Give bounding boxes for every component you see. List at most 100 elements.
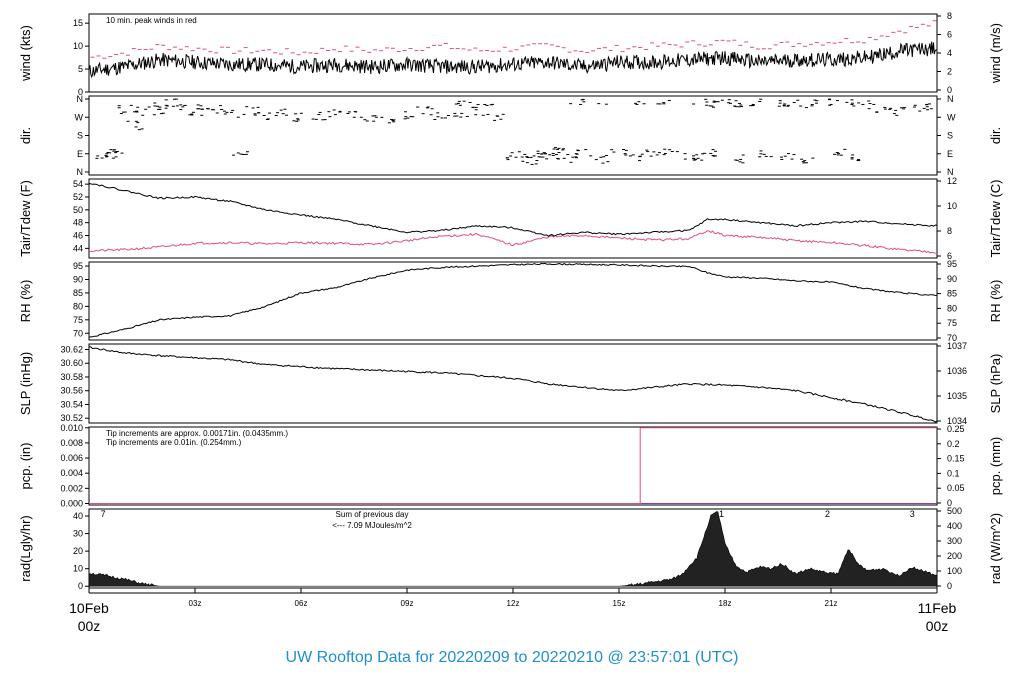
rh-ylabel: RH (%) — [18, 280, 33, 323]
precip-note-coarse: Tip increments are 0.01in. (0.254mm.) — [106, 438, 242, 447]
temperature-ytick-right-label: 10 — [947, 201, 957, 211]
pressure-ytick-label: 30.60 — [60, 358, 83, 368]
precip-ytick-right-label: 0.1 — [947, 468, 960, 478]
dir-ytick-right-label: S — [947, 131, 953, 141]
temperature-ytick-label: 54 — [73, 179, 83, 189]
dir-frame — [88, 95, 938, 176]
time-tick-label: 03z — [189, 599, 202, 608]
precip-ytick-right-label: 0 — [947, 498, 952, 508]
solar-ylabel: rad(Lgly/hr) — [18, 515, 33, 581]
temperature-ytick-label: 46 — [73, 231, 83, 241]
solar-marker: 2 — [825, 509, 830, 519]
solar-note-line1: Sum of previous day — [336, 510, 409, 519]
wind-annotation: 10 min. peak winds in red — [106, 16, 197, 25]
dir-ytick-right-label: N — [947, 94, 954, 104]
temperature-ylabel-right: Tair/Tdew (C) — [988, 179, 1003, 257]
rh-ytick-label: 75 — [73, 315, 83, 325]
rh-ytick-label: 95 — [73, 261, 83, 271]
dir-ytick-label: E — [77, 149, 83, 159]
temperature-ytick-label: 48 — [73, 218, 83, 228]
temperature-ytick-label: 52 — [73, 192, 83, 202]
slp-line — [88, 346, 938, 423]
rh-ytick-label: 80 — [73, 301, 83, 311]
solar-marker: 1 — [719, 509, 724, 519]
dir-ylabel: dir. — [18, 127, 33, 144]
solar-ytick-right-label: 0 — [947, 581, 952, 591]
wind-ytick-right-label: 0 — [947, 85, 952, 95]
pressure-ylabel-right: SLP (hPa) — [988, 354, 1003, 414]
dir-ytick-label: N — [77, 167, 84, 177]
pressure-ytick-label: 30.62 — [60, 344, 83, 354]
precip-note-fine: Tip increments are approx. 0.00171in. (0… — [106, 429, 288, 438]
solar-ytick-label: 30 — [73, 529, 83, 539]
time-tick-label: 12z — [507, 599, 520, 608]
pressure-ytick-right-label: 1036 — [947, 366, 967, 376]
solar-ytick-right-label: 500 — [947, 506, 962, 516]
temperature-ytick-right-label: 12 — [947, 176, 957, 186]
precip-ytick-right-label: 0.15 — [947, 454, 965, 464]
precip-ytick-right-label: 0.05 — [947, 483, 965, 493]
dir-ylabel-right: dir. — [988, 127, 1003, 144]
solar-note-line2: <--- 7.09 MJoules/m^2 — [332, 521, 412, 530]
tdew-line — [88, 230, 938, 254]
solar-ytick-label: 10 — [73, 564, 83, 574]
solar-ytick-label: 0 — [78, 581, 83, 591]
solar-ylabel-right: rad (W/m^2) — [988, 513, 1003, 584]
rh-ytick-right-label: 80 — [947, 303, 957, 313]
start-time-label: 00z — [78, 618, 101, 634]
precip-ytick-label: 0.002 — [60, 483, 83, 493]
temperature-ylabel: Tair/Tdew (F) — [18, 180, 33, 257]
temperature-ytick-label: 44 — [73, 243, 83, 253]
wind-ylabel: wind (kts) — [18, 25, 33, 82]
time-tick-label: 15z — [613, 599, 626, 608]
rh-ytick-right-label: 75 — [947, 318, 957, 328]
pressure-ytick-right-label: 1037 — [947, 341, 967, 351]
precip-ytick-label: 0.004 — [60, 468, 83, 478]
pressure-ytick-label: 30.58 — [60, 372, 83, 382]
time-tick-label: 06z — [295, 599, 308, 608]
temperature-frame — [88, 178, 938, 259]
temperature-ytick-right-label: 8 — [947, 226, 952, 236]
wind-ytick-right-label: 6 — [947, 30, 952, 40]
rh-ytick-right-label: 85 — [947, 289, 957, 299]
solar-ytick-right-label: 200 — [947, 551, 962, 561]
solar-ytick-label: 40 — [73, 511, 83, 521]
wind-speed-line — [88, 41, 938, 79]
pressure-frame — [88, 343, 938, 424]
precip-ylabel: pcp. (in) — [18, 443, 33, 490]
wind-ytick-label: 5 — [78, 64, 83, 74]
precip-ytick-label: 0.000 — [60, 498, 83, 508]
wind-ytick-label: 0 — [78, 87, 83, 97]
start-day-label: 10Feb — [69, 600, 109, 616]
dir-ytick-label: W — [75, 112, 84, 122]
time-tick-label: 09z — [401, 599, 414, 608]
wind-ytick-right-label: 2 — [947, 67, 952, 77]
rh-ytick-label: 90 — [73, 274, 83, 284]
end-time-label: 00z — [926, 618, 949, 634]
tair-line — [88, 183, 938, 237]
temperature-ytick-label: 50 — [73, 205, 83, 215]
solar-ytick-label: 20 — [73, 546, 83, 556]
wind-ytick-label: 10 — [73, 41, 83, 51]
solar-marker: 7 — [101, 509, 106, 519]
precip-fine-line — [89, 427, 937, 504]
solar-area — [88, 511, 938, 587]
pressure-ytick-right-label: 1034 — [947, 416, 967, 426]
dir-ytick-right-label: W — [947, 112, 956, 122]
rh-line — [88, 262, 938, 338]
solar-marker: 3 — [910, 509, 915, 519]
time-tick-label: 21z — [825, 599, 838, 608]
temperature-ytick-right-label: 6 — [947, 251, 952, 261]
wind-ytick-right-label: 4 — [947, 48, 952, 58]
pressure-ytick-label: 30.56 — [60, 386, 83, 396]
time-tick-label: 18z — [719, 599, 732, 608]
precip-frame — [88, 426, 938, 506]
rh-ytick-right-label: 95 — [947, 259, 957, 269]
rh-ytick-label: 70 — [73, 328, 83, 338]
precip-ytick-right-label: 0.2 — [947, 439, 960, 449]
solar-ytick-right-label: 400 — [947, 521, 962, 531]
dir-ytick-right-label: E — [947, 149, 953, 159]
precip-ytick-right-label: 0.25 — [947, 424, 965, 434]
wind-ylabel-right: wind (m/s) — [988, 23, 1003, 84]
